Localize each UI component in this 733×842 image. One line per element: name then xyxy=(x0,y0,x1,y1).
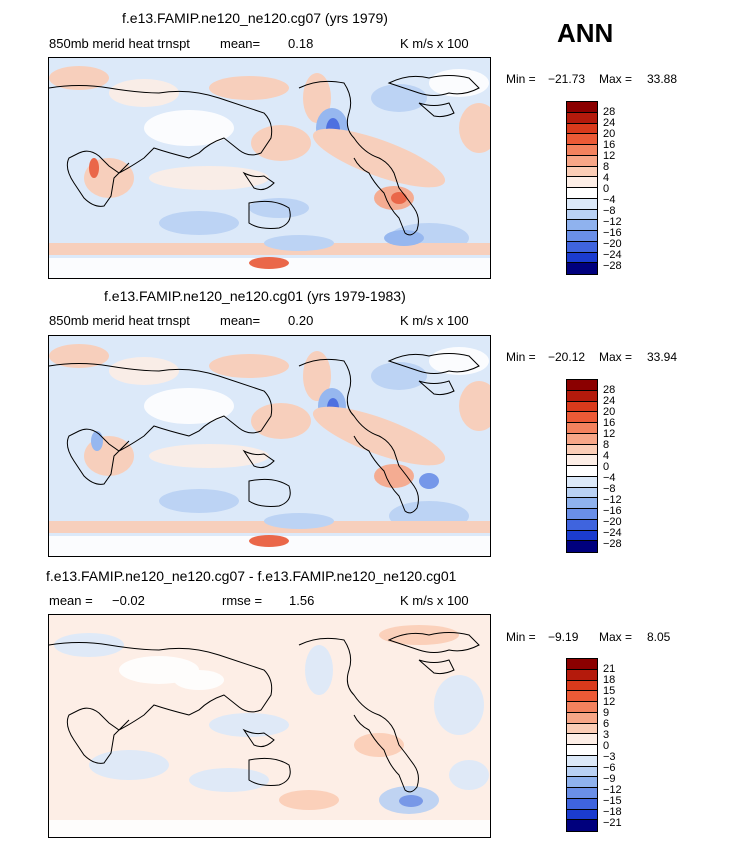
colorbar-tick: −21 xyxy=(603,817,622,829)
panel3-min-label: Min = xyxy=(506,630,536,644)
colorbar-tick: −12 xyxy=(603,216,622,228)
panel3-title: f.e13.FAMIP.ne120_ne120.cg07 - f.e13.FAM… xyxy=(46,568,457,584)
panel3-max-label: Max = xyxy=(599,630,633,644)
colorbar-tick: −24 xyxy=(603,249,622,261)
colorbar-tick: −4 xyxy=(603,472,616,484)
colorbar-tick: −18 xyxy=(603,806,622,818)
panel1-max-label: Max = xyxy=(599,72,633,86)
colorbar-tick: 4 xyxy=(603,172,610,184)
colorbar-tick: 16 xyxy=(603,417,616,429)
panel1-colorbar xyxy=(566,101,598,275)
panel2-variable-label: 850mb merid heat trnspt xyxy=(49,313,190,328)
panel1-mean-label: mean= xyxy=(220,36,261,51)
panel3-map xyxy=(48,614,491,838)
panel1-min-label: Min = xyxy=(506,72,536,86)
colorbar-tick: −20 xyxy=(603,516,622,528)
colorbar-tick: −24 xyxy=(603,527,622,539)
colorbar-tick: −16 xyxy=(603,227,622,239)
panel2-min-value: −20.12 xyxy=(548,350,586,364)
panel3-rmse-label: rmse = xyxy=(222,593,263,608)
panel1-title: f.e13.FAMIP.ne120_ne120.cg07 (yrs 1979) xyxy=(122,10,388,26)
panel3-rmse-value: 1.56 xyxy=(289,593,315,608)
colorbar-tick: 3 xyxy=(603,729,610,741)
colorbar-tick: −28 xyxy=(603,538,622,550)
panel1-units: K m/s x 100 xyxy=(400,36,469,51)
panel2-max-value: 33.94 xyxy=(647,350,678,364)
panel1-min-value: −21.73 xyxy=(548,72,586,86)
colorbar-tick: 0 xyxy=(603,740,610,752)
panel3-units: K m/s x 100 xyxy=(400,593,469,608)
colorbar-tick: 24 xyxy=(603,117,616,129)
colorbar-tick: −8 xyxy=(603,483,616,495)
colorbar-tick: 9 xyxy=(603,707,610,719)
panel1-map xyxy=(48,57,491,279)
colorbar-tick: 12 xyxy=(603,428,616,440)
colorbar-tick: 0 xyxy=(603,183,610,195)
colorbar-tick: 4 xyxy=(603,450,610,462)
panel2-max-label: Max = xyxy=(599,350,633,364)
panel1-max-value: 33.88 xyxy=(647,72,678,86)
colorbar-tick: 8 xyxy=(603,161,610,173)
colorbar-tick: 12 xyxy=(603,150,616,162)
colorbar-tick: −20 xyxy=(603,238,622,250)
panel3-min-value: −9.19 xyxy=(548,630,579,644)
colorbar-tick: −9 xyxy=(603,773,616,785)
colorbar-tick: −8 xyxy=(603,205,616,217)
panel2-min-label: Min = xyxy=(506,350,536,364)
colorbar-tick: −28 xyxy=(603,260,622,272)
colorbar-tick: 21 xyxy=(603,663,616,675)
colorbar-tick: 24 xyxy=(603,395,616,407)
panel2-map xyxy=(48,335,491,557)
colorbar-tick: −12 xyxy=(603,494,622,506)
panel2-colorbar xyxy=(566,379,598,553)
colorbar-tick: −12 xyxy=(603,784,622,796)
colorbar-tick: 6 xyxy=(603,718,610,730)
panel3-mean-value: −0.02 xyxy=(112,593,145,608)
colorbar-tick: 15 xyxy=(603,685,616,697)
panel3-max-value: 8.05 xyxy=(647,630,671,644)
panel2-units: K m/s x 100 xyxy=(400,313,469,328)
colorbar-tick: 20 xyxy=(603,128,616,140)
colorbar-tick: 18 xyxy=(603,674,616,686)
colorbar-tick: −16 xyxy=(603,505,622,517)
colorbar-tick: −15 xyxy=(603,795,622,807)
colorbar-tick: −6 xyxy=(603,762,616,774)
colorbar-tick: 20 xyxy=(603,406,616,418)
panel1-variable-label: 850mb merid heat trnspt xyxy=(49,36,190,51)
panel2-title: f.e13.FAMIP.ne120_ne120.cg01 (yrs 1979-1… xyxy=(104,288,406,304)
colorbar-tick: 0 xyxy=(603,461,610,473)
panel3-colorbar xyxy=(566,658,598,832)
season-label: ANN xyxy=(557,18,614,48)
colorbar-tick: 16 xyxy=(603,139,616,151)
panel2-mean-value: 0.20 xyxy=(288,313,314,328)
colorbar-tick: 8 xyxy=(603,439,610,451)
colorbar-tick: −3 xyxy=(603,751,616,763)
colorbar-tick: 28 xyxy=(603,384,616,396)
panel2-mean-label: mean= xyxy=(220,313,261,328)
colorbar-tick: 28 xyxy=(603,106,616,118)
colorbar-tick: 12 xyxy=(603,696,616,708)
colorbar-tick: −4 xyxy=(603,194,616,206)
panel3-mean-label: mean = xyxy=(49,593,93,608)
panel1-mean-value: 0.18 xyxy=(288,36,314,51)
